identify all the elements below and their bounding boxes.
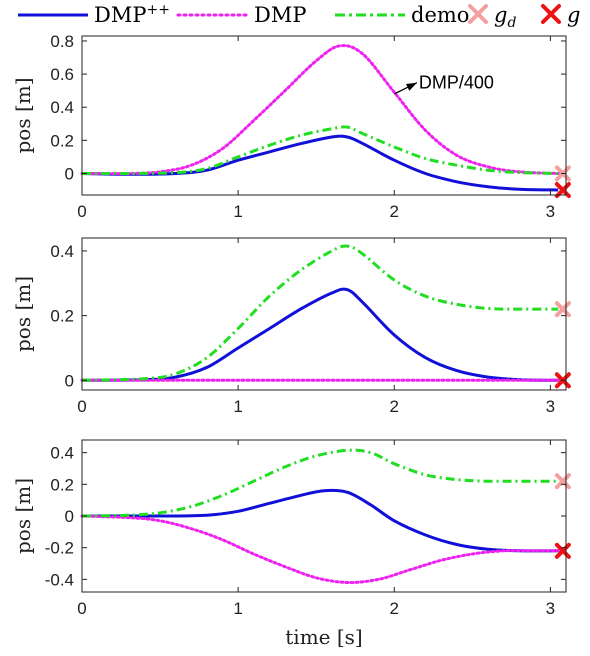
x-marker-stroke — [554, 473, 571, 490]
goal-marker — [554, 542, 571, 559]
annotation-arrow-head — [405, 82, 417, 91]
x-marker-stroke — [541, 4, 561, 24]
x-tick-label: 3 — [546, 397, 555, 416]
series-line-demo — [81, 244, 559, 382]
x-tick-label: 3 — [546, 599, 555, 618]
legend: DMP++ DMP demo gd g — [18, 2, 580, 31]
series-line-dmp — [80, 514, 560, 585]
x-tick-label: 1 — [233, 599, 242, 618]
legend-label: DMP — [254, 3, 306, 27]
panel-3: 0 1 2 3 -0.4 -0.2 0 0.2 0.4 pos [m] time [s] — [11, 439, 571, 649]
goal-marker — [554, 182, 571, 199]
x-tick-label: 2 — [390, 599, 399, 618]
y-tick-label: 0.2 — [50, 475, 74, 494]
y-tick-label: 0.8 — [50, 32, 74, 51]
x-axis-label: time [s] — [285, 625, 362, 649]
y-tick-label: 0.4 — [50, 98, 74, 117]
x-tick-label: 1 — [233, 397, 242, 416]
x-marker-stroke — [554, 301, 571, 318]
x-tick-label: 0 — [77, 599, 86, 618]
x-tick-label: 2 — [390, 202, 399, 221]
x-tick-label: 0 — [77, 202, 86, 221]
y-axis-label: pos [m] — [11, 276, 35, 352]
x-marker — [468, 4, 488, 24]
legend-item: gd — [468, 3, 516, 31]
axes-frame — [81, 35, 567, 196]
series-line-demo — [81, 448, 559, 518]
plot-area — [82, 238, 566, 390]
y-tick-label: -0.2 — [45, 539, 74, 558]
legend-item: g — [541, 3, 580, 27]
x-marker-stroke — [554, 542, 571, 559]
panel-1: 0 1 2 3 0 0.2 0.4 0.6 0.8 pos [m] DMP/400 — [11, 32, 571, 221]
legend-item: demo — [335, 3, 469, 27]
y-tick-label: 0 — [65, 507, 74, 526]
x-marker-stroke — [468, 4, 488, 24]
y-axis-label: pos [m] — [11, 478, 35, 554]
y-tick-label: 0 — [65, 164, 74, 183]
y-tick-label: 0.2 — [50, 307, 74, 326]
legend-item: DMP — [176, 3, 306, 27]
legend-label: demo — [411, 3, 469, 27]
series-line-dmppppp — [81, 488, 559, 553]
y-tick-label: -0.4 — [45, 570, 74, 589]
y-axis-label: pos [m] — [11, 77, 35, 153]
y-tick-label: 0.6 — [50, 65, 74, 84]
series-line-dmppppp — [81, 287, 559, 382]
x-tick-label: 0 — [77, 397, 86, 416]
x-marker — [541, 4, 561, 24]
legend-item: DMP++ — [18, 2, 170, 27]
legend-label: gd — [494, 3, 516, 31]
axes-frame — [81, 237, 567, 391]
panel-2: 0 1 2 3 0 0.2 0.4 pos [m] — [11, 237, 571, 416]
y-tick-label: 0.4 — [50, 444, 74, 463]
x-marker-stroke — [554, 182, 571, 199]
x-tick-label: 3 — [546, 202, 555, 221]
series-line-dmp — [80, 44, 560, 176]
demo-goal-marker — [554, 301, 571, 318]
series-line-demo — [81, 125, 559, 176]
annotation-label: DMP/400 — [419, 73, 494, 93]
legend-label: g — [567, 3, 580, 27]
x-tick-label: 2 — [390, 397, 399, 416]
legend-label: DMP++ — [94, 2, 170, 27]
demo-goal-marker — [554, 473, 571, 490]
y-tick-label: 0.4 — [50, 242, 74, 261]
series-line-dmppppp — [81, 134, 559, 192]
plot-area — [82, 36, 566, 195]
y-tick-label: 0.2 — [50, 131, 74, 150]
x-tick-label: 1 — [233, 202, 242, 221]
y-tick-label: 0 — [65, 371, 74, 390]
